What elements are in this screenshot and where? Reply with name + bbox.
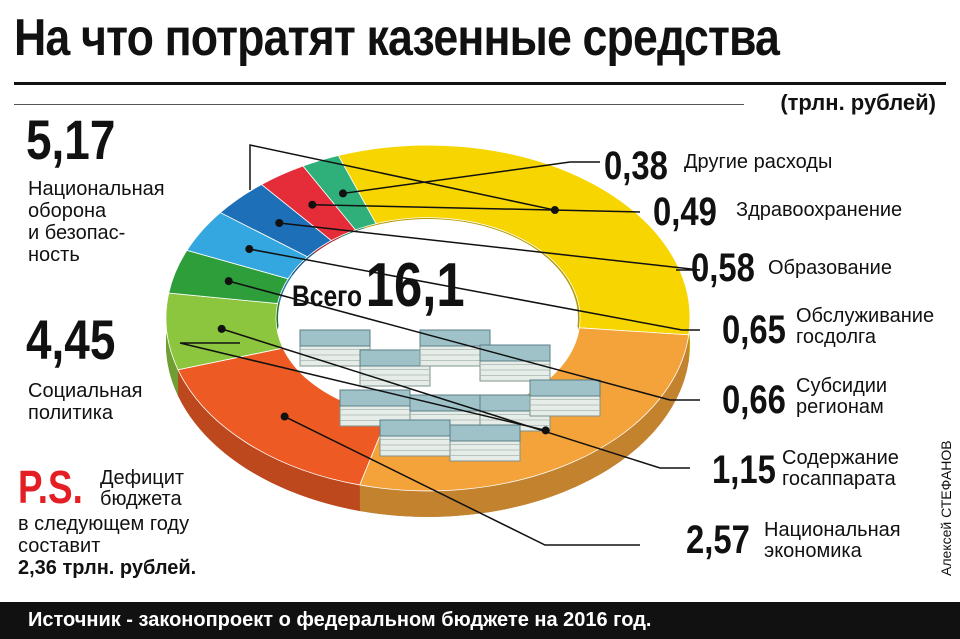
- value-other: 0,38: [604, 144, 668, 188]
- leader-dot: [245, 245, 254, 254]
- value-regions: 0,66: [722, 378, 786, 422]
- money-stack-icon: [379, 419, 451, 457]
- label-other: Другие расходы: [684, 151, 833, 173]
- label-defense-line: и безопас-: [28, 222, 126, 244]
- leader-line: [179, 342, 546, 432]
- value-education: 0,58: [691, 246, 755, 290]
- label-defense-line: оборона: [28, 200, 107, 222]
- ps-line: составит: [18, 535, 101, 557]
- ps-line: в следующем году: [18, 513, 190, 535]
- author-credit: Алексей СТЕФАНОВ: [938, 440, 954, 576]
- leader-lines: [179, 144, 701, 546]
- label-debt-line: госдолга: [796, 326, 876, 348]
- label-debt: Обслуживание госдолга: [796, 306, 934, 348]
- label-regions: Субсидии регионам: [796, 376, 887, 418]
- source-footer: Источник - законопроект о федеральном бю…: [0, 602, 960, 639]
- money-stack-icon: [529, 379, 601, 417]
- money-stack-icon: [449, 424, 521, 462]
- ps-line: 2,36 трлн. рублей.: [18, 557, 197, 579]
- value-social: 4,45: [26, 308, 116, 371]
- leader-dot: [217, 324, 226, 333]
- leader-line: [249, 248, 700, 331]
- label-regions-line: регионам: [796, 396, 884, 418]
- value-debt: 0,65: [722, 308, 786, 352]
- money-stack-icon: [359, 349, 431, 387]
- leader-line: [221, 328, 690, 469]
- money-stacks-illustration: [299, 329, 601, 462]
- label-regions-line: Субсидии: [796, 375, 888, 397]
- leader-dot: [275, 218, 284, 227]
- label-debt-line: Обслуживание: [796, 305, 935, 327]
- label-social-line: Социальная: [28, 380, 143, 402]
- leader-dot: [224, 277, 233, 286]
- label-defense-line: Национальная: [28, 178, 165, 200]
- slice-rim: [359, 334, 689, 517]
- money-stack-icon: [479, 344, 551, 382]
- total-label: Всего 16,1: [292, 250, 465, 321]
- leader-line: [284, 415, 640, 546]
- leader-line: [312, 203, 641, 213]
- leader-line: [279, 222, 701, 271]
- money-stack-icon: [419, 329, 491, 367]
- source-text: Источник - законопроект о федеральном бю…: [28, 609, 652, 631]
- slice-rim: [166, 293, 179, 396]
- unit-label: (трлн. рублей): [780, 90, 936, 115]
- ps-mark: P.S.: [18, 461, 83, 513]
- ps-text: Дефицит бюджета: [100, 467, 185, 510]
- label-social-line: политика: [28, 402, 113, 424]
- total-value: 16,1: [365, 251, 465, 320]
- label-defense-line: ность: [28, 244, 80, 266]
- label-admin-line: госаппарата: [782, 468, 896, 490]
- value-health: 0,49: [653, 190, 717, 234]
- value-admin: 1,15: [712, 448, 776, 492]
- leader-line: [228, 280, 700, 401]
- leader-dot: [280, 412, 289, 421]
- page-title: На что потратят казенные средства: [14, 9, 780, 67]
- slice-rim: [178, 369, 360, 511]
- label-education: Образование: [768, 257, 892, 279]
- total-word: Всего: [292, 280, 363, 313]
- unit-rule: [14, 104, 744, 105]
- leader-dot: [338, 189, 347, 198]
- slice-1: [337, 144, 691, 336]
- leader-line: [342, 161, 600, 195]
- value-economy: 2,57: [686, 518, 750, 562]
- label-admin-line: Содержание: [782, 447, 899, 469]
- label-economy-line: экономика: [764, 540, 862, 562]
- donut-chart: [165, 144, 701, 546]
- title-rule: [14, 82, 946, 85]
- label-economy-line: Национальная: [764, 519, 901, 541]
- label-economy: Национальная экономика: [764, 520, 901, 562]
- leader-dot: [308, 200, 317, 209]
- label-social: Социальная политика: [28, 380, 142, 424]
- value-defense: 5,17: [26, 108, 116, 171]
- label-admin: Содержание госаппарата: [782, 448, 899, 490]
- leader-line: [249, 144, 556, 211]
- label-health: Здравоохранение: [736, 199, 903, 221]
- label-defense: Национальная оборона и безопас- ность: [28, 178, 165, 266]
